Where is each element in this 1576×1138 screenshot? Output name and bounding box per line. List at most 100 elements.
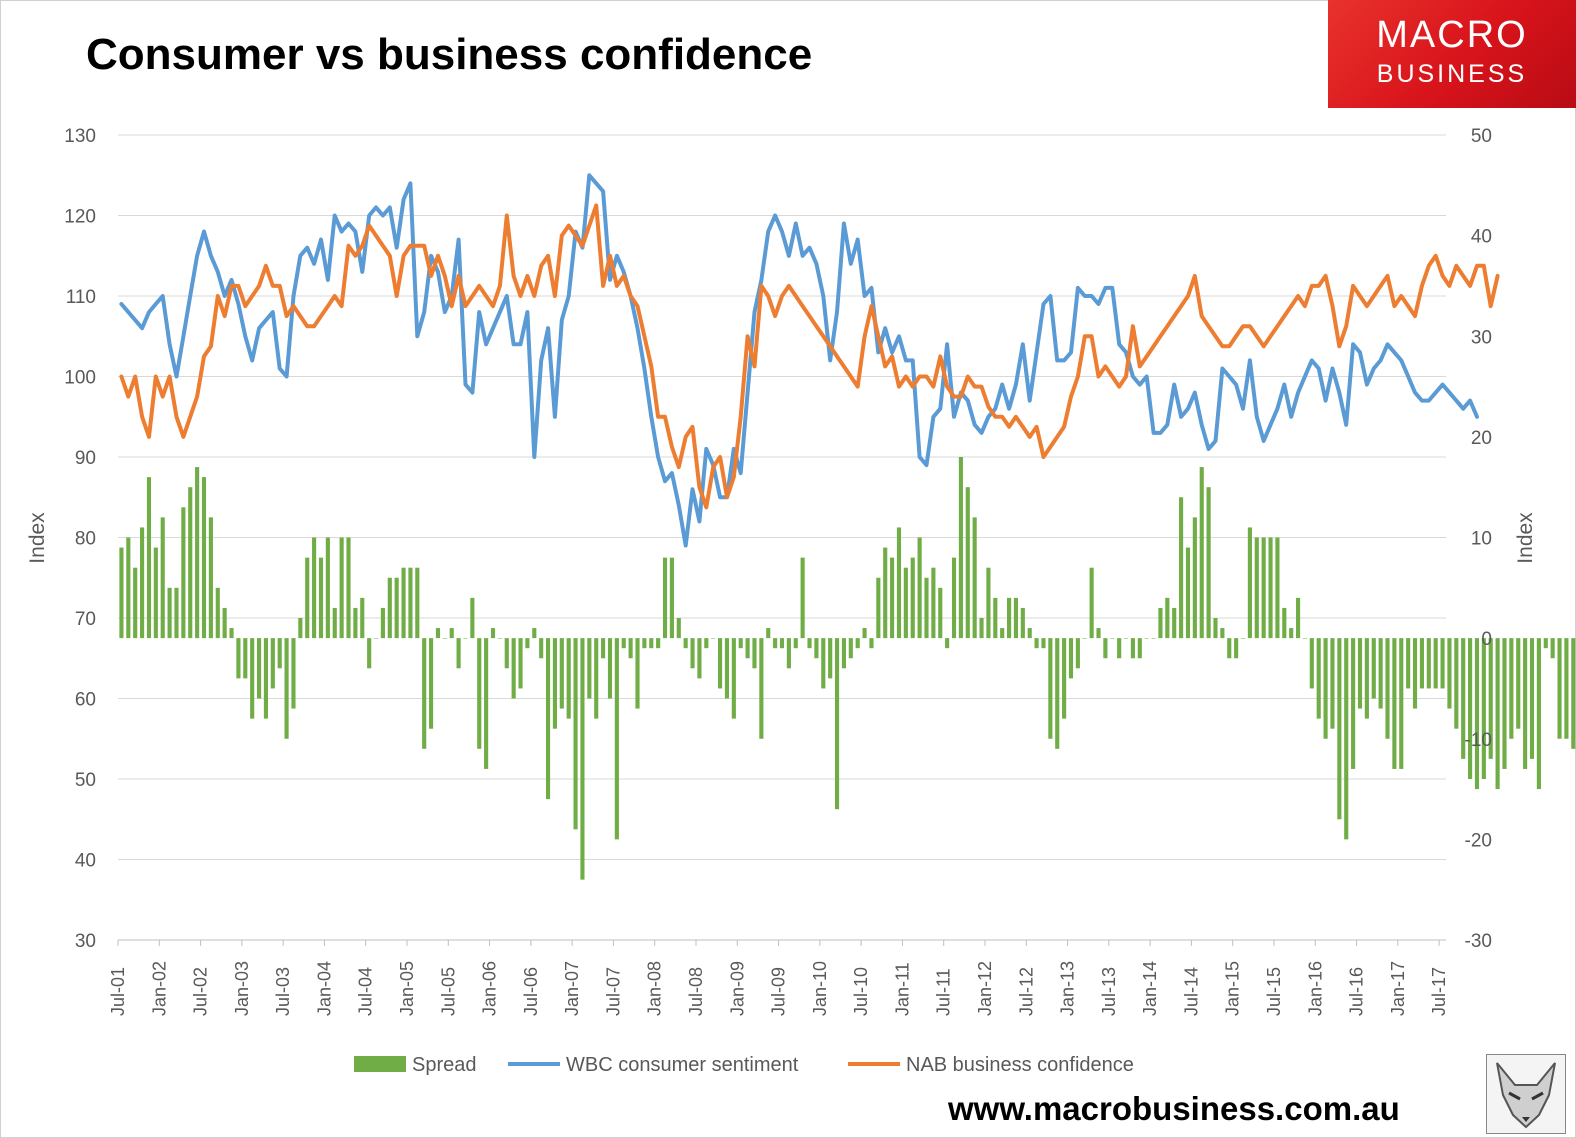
- spread-bar: [442, 638, 447, 639]
- spread-bar: [1289, 628, 1294, 639]
- spread-bar: [1055, 638, 1060, 749]
- series-lines: [119, 173, 1500, 548]
- x-tick-label: Jul-05: [438, 967, 458, 1016]
- spread-bar: [793, 638, 798, 649]
- spread-bar: [456, 638, 461, 669]
- spread-bar: [1495, 638, 1500, 790]
- spread-bar: [1351, 638, 1356, 769]
- spread-bar: [924, 577, 929, 639]
- logo-line-2: BUSINESS: [1376, 60, 1528, 88]
- spread-bar: [470, 597, 475, 639]
- spread-bar: [951, 557, 957, 639]
- spread-bar: [890, 557, 895, 639]
- x-tick-label: Jul-06: [521, 967, 541, 1016]
- spread-bar: [208, 517, 213, 639]
- spread-bar: [1137, 638, 1142, 659]
- spread-bar: [883, 547, 888, 639]
- spread-bar: [1165, 597, 1170, 639]
- spread-bar: [1103, 638, 1108, 659]
- spread-bar: [284, 638, 289, 739]
- spread-bar: [1158, 607, 1163, 639]
- spread-bar: [1268, 537, 1273, 639]
- x-tick-label: Jul-14: [1181, 967, 1201, 1016]
- spread-bar: [779, 638, 785, 649]
- x-tick-label: Jan-06: [480, 961, 500, 1016]
- spread-bar: [1323, 638, 1328, 739]
- spread-bar: [222, 607, 227, 639]
- spread-bar: [1082, 638, 1087, 639]
- spread-bar: [394, 577, 399, 639]
- spread-bar: [1536, 638, 1541, 790]
- spread-bar: [539, 638, 544, 659]
- x-tick-label: Jan-16: [1305, 961, 1325, 1016]
- x-tick-label: Jul-02: [191, 967, 211, 1016]
- spread-bar: [318, 557, 324, 639]
- spread-bar: [635, 638, 640, 709]
- spread-bar: [745, 638, 750, 659]
- spread-bar: [1089, 567, 1094, 639]
- spread-bar: [1447, 638, 1452, 709]
- spread-bar: [1564, 638, 1569, 739]
- spread-bar: [1013, 597, 1019, 639]
- spread-bar: [876, 577, 881, 639]
- spread-bars: [119, 457, 1576, 880]
- spread-bar: [814, 638, 819, 659]
- spread-bar: [270, 638, 275, 689]
- spread-bar: [250, 638, 255, 719]
- spread-bar: [380, 607, 385, 639]
- y-left-tick-label: 80: [75, 529, 96, 550]
- spread-bar: [1454, 638, 1459, 729]
- spread-bar: [511, 638, 516, 699]
- spread-bar: [167, 587, 172, 639]
- spread-bar: [1474, 638, 1480, 790]
- spread-bar: [229, 628, 234, 639]
- spread-bar: [339, 537, 344, 639]
- spread-bar: [1048, 638, 1053, 739]
- spread-bar: [1543, 638, 1548, 649]
- spread-bar: [828, 638, 833, 679]
- spread-bar: [1364, 638, 1369, 719]
- spread-bar: [312, 537, 317, 639]
- spread-bar: [1516, 638, 1521, 729]
- spread-bar: [621, 638, 626, 649]
- spread-bar: [188, 487, 193, 639]
- spread-bar: [1220, 628, 1225, 639]
- x-tick-label: Jan-05: [397, 961, 417, 1016]
- spread-bar: [1302, 638, 1308, 639]
- spread-bar: [1461, 638, 1466, 759]
- spread-bar: [243, 638, 248, 679]
- spread-bar: [236, 638, 241, 679]
- spread-bar: [1371, 638, 1376, 699]
- spread-bar: [119, 547, 124, 639]
- spread-bar: [463, 638, 468, 639]
- spread-bar: [1399, 638, 1404, 769]
- spread-bar: [126, 537, 131, 639]
- spread-bar: [1007, 597, 1012, 639]
- x-tick-label: Jan-03: [232, 961, 252, 1016]
- spread-bar: [1557, 638, 1562, 739]
- gridlines: [118, 134, 1446, 860]
- y-right-axis-title: Index: [1514, 512, 1537, 564]
- spread-bar: [1261, 537, 1266, 639]
- x-tick-label: Jan-07: [562, 961, 582, 1016]
- spread-bar: [965, 487, 970, 639]
- spread-bar: [353, 607, 358, 639]
- y-left-tick-label: 70: [75, 609, 96, 630]
- x-tick-label: Jul-09: [769, 967, 789, 1016]
- x-tick-label: Jan-02: [149, 961, 169, 1016]
- spread-bar: [1502, 638, 1507, 769]
- spread-bar: [504, 638, 509, 669]
- spread-bar: [807, 638, 812, 649]
- spread-bar: [153, 547, 158, 639]
- spread-bar: [422, 638, 427, 749]
- spread-bar: [1309, 638, 1314, 689]
- x-tick-label: Jan-10: [810, 961, 830, 1016]
- spread-bar: [146, 477, 152, 639]
- spread-bar: [277, 638, 282, 669]
- footer-url[interactable]: www.macrobusiness.com.au: [948, 1090, 1400, 1127]
- legend-swatch-spread: [354, 1056, 406, 1072]
- spread-bar: [931, 567, 936, 639]
- x-tick-label: Jan-09: [727, 961, 747, 1016]
- spread-bar: [518, 638, 523, 689]
- spread-bar: [958, 457, 963, 639]
